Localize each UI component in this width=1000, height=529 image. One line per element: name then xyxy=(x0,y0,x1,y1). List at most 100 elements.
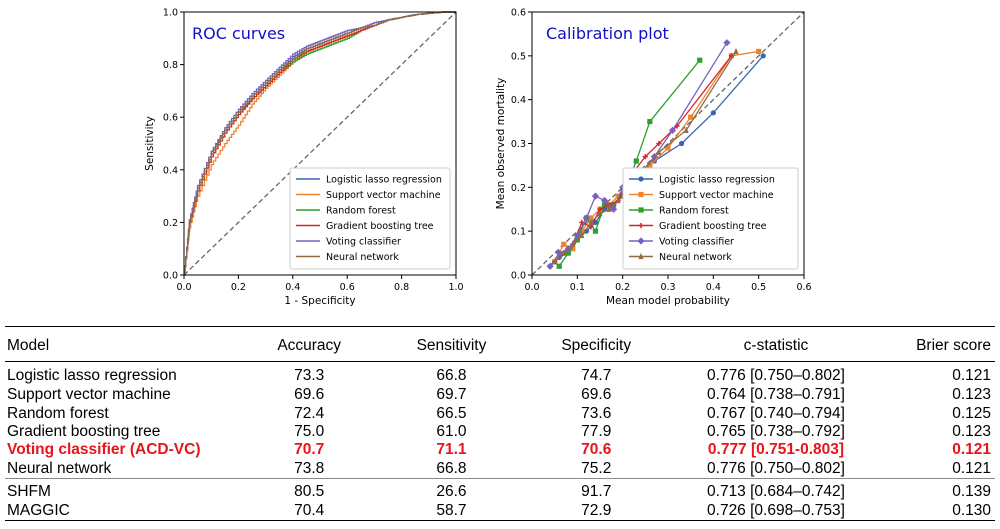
x-axis-label: 1 - Specificity xyxy=(284,295,355,307)
cell-accuracy: 69.6 xyxy=(294,386,325,404)
table-top-rule xyxy=(5,326,995,327)
y-axis-label: Sensitivity xyxy=(144,116,156,171)
cell-brier-score: 0.121 xyxy=(952,367,991,384)
y-tick-label: 0.3 xyxy=(511,139,526,150)
cell-model: Neural network xyxy=(7,459,112,477)
col-header-sensitivity: Sensitivity xyxy=(379,331,524,362)
y-tick-label: 0.8 xyxy=(163,60,178,71)
calibration-point-nn xyxy=(588,218,594,225)
calibration-point-svm xyxy=(615,193,621,199)
x-tick-label: 0.6 xyxy=(340,282,355,293)
legend: Logistic lasso regression Support vector … xyxy=(289,167,451,270)
x-tick-label: 0.0 xyxy=(524,282,539,293)
legend-box xyxy=(289,167,451,270)
calibration-point-nn xyxy=(561,249,567,256)
legend-label: Gradient boosting tree xyxy=(659,221,767,232)
calibration-point-nn xyxy=(570,240,576,247)
col-header-c-statistic: c-statistic xyxy=(668,331,884,362)
legend-marker-gbt xyxy=(638,222,644,229)
table-row: Gradient boosting tree 75.0 61.0 77.9 0.… xyxy=(5,423,995,441)
calibration-point-vote xyxy=(591,192,600,200)
cell-specificity: 73.6 xyxy=(581,404,612,422)
cell-accuracy: 72.4 xyxy=(294,404,325,422)
calibration-point-gbt xyxy=(588,224,594,230)
cell-sensitivity: 71.1 xyxy=(436,441,467,459)
cell-brier-score: 0.125 xyxy=(952,404,991,422)
cell-sensitivity: 26.6 xyxy=(379,477,524,502)
cell-brier-score: 0.123 xyxy=(952,386,991,404)
y-tick-label: 0.0 xyxy=(511,271,526,282)
cell-c-statistic: 0.777 [0.751-0.803] xyxy=(707,441,845,459)
x-tick-label: 0.4 xyxy=(285,282,300,293)
cell-accuracy: 80.5 xyxy=(239,477,380,502)
calibration-point-rf xyxy=(556,263,562,269)
cell-accuracy: 73.3 xyxy=(294,367,325,384)
legend-marker-rf xyxy=(638,207,644,213)
cell-brier-score: 0.123 xyxy=(952,422,991,440)
calibration-point-vote xyxy=(668,126,677,134)
y-tick-label: 0.6 xyxy=(511,8,526,19)
calibration-point-svm xyxy=(579,228,585,234)
cell-c-statistic: 0.764 [0.738–0.791] xyxy=(707,386,845,404)
chart-panel-0: 0.0 0.2 0.4 0.6 0.8 1.0 0.0 0.2 0.4 0.6 0.8 1.0 1 - … xyxy=(144,8,464,308)
y-tick-label: 0.5 xyxy=(511,51,526,62)
cell-c-statistic: 0.776 [0.750–0.802] xyxy=(707,459,845,477)
col-header-model: Model xyxy=(5,331,240,362)
x-tick-label: 0.8 xyxy=(394,282,409,293)
calibration-point-svm xyxy=(756,48,762,55)
calibration-point-nn xyxy=(552,258,558,265)
x-tick-label: 0.2 xyxy=(231,282,246,293)
calibration-point-rf xyxy=(565,250,571,256)
x-tick-label: 0.5 xyxy=(751,282,766,293)
table-row: MAGGIC 70.4 58.7 72.9 0.726 [0.698–0.753… xyxy=(5,501,995,522)
cell-model: Gradient boosting tree xyxy=(7,422,161,440)
calibration-point-nn xyxy=(579,231,585,239)
calibration-point-gbt xyxy=(656,140,662,147)
cell-model: Logistic lasso regression xyxy=(7,367,177,384)
calibration-point-gbt xyxy=(642,154,648,160)
cell-sensitivity: 58.7 xyxy=(379,501,524,522)
x-tick-label: 0.1 xyxy=(570,282,585,293)
y-tick-label: 0.1 xyxy=(511,227,526,238)
calibration-point-vote xyxy=(573,231,581,240)
y-axis-label: Mean observed mortality xyxy=(495,78,507,210)
calibration-point-nn xyxy=(733,47,739,55)
calibration-point-vote xyxy=(546,262,554,270)
cell-specificity: 91.7 xyxy=(523,477,669,502)
calibration-point-rf xyxy=(592,228,599,234)
calibration-point-vote xyxy=(600,196,609,205)
cell-specificity: 77.9 xyxy=(581,422,612,440)
calibration-point-svm xyxy=(588,215,594,221)
y-tick-label: 1.0 xyxy=(163,8,178,19)
cell-sensitivity: 61.0 xyxy=(436,422,467,440)
cell-c-statistic: 0.713 [0.684–0.742] xyxy=(668,477,884,502)
calibration-point-nn xyxy=(606,205,612,212)
legend-label: Voting classifier xyxy=(659,237,734,248)
y-tick-label: 0.0 xyxy=(163,271,178,282)
x-axis-label: Mean model probability xyxy=(606,295,730,307)
cell-sensitivity: 66.5 xyxy=(436,404,467,422)
reference-diagonal-line xyxy=(531,11,805,276)
cell-specificity: 72.9 xyxy=(523,501,669,522)
cell-model: SHFM xyxy=(5,477,240,502)
legend-label: Random forest xyxy=(659,206,729,217)
x-tick-label: 0.3 xyxy=(660,282,675,293)
calibration-point-svm xyxy=(688,114,694,120)
col-header-brier-score: Brier score xyxy=(883,331,995,362)
calibration-point-lasso xyxy=(679,140,685,147)
cell-c-statistic: 0.767 [0.740–0.794] xyxy=(707,404,845,422)
col-header-specificity: Specificity xyxy=(523,331,669,362)
legend-label: Voting classifier xyxy=(326,237,401,248)
legend-marker-svm xyxy=(638,191,644,198)
y-tick-label: 0.4 xyxy=(511,95,526,106)
chart-title: Calibration plot xyxy=(546,24,669,43)
cell-brier-score: 0.121 xyxy=(952,441,991,459)
calibration-point-nn xyxy=(615,196,621,204)
calibration-point-rf xyxy=(633,158,639,164)
cell-c-statistic: 0.765 [0.738–0.792] xyxy=(707,422,845,440)
cell-specificity: 69.6 xyxy=(581,386,612,404)
calibration-point-rf xyxy=(697,57,703,63)
table-header-row: Model Accuracy Sensitivity Specificity c… xyxy=(5,331,995,362)
legend: Logistic lasso regression Support vector … xyxy=(622,167,799,270)
table-row: Random forest 72.4 66.5 73.6 0.767 [0.74… xyxy=(5,404,995,422)
